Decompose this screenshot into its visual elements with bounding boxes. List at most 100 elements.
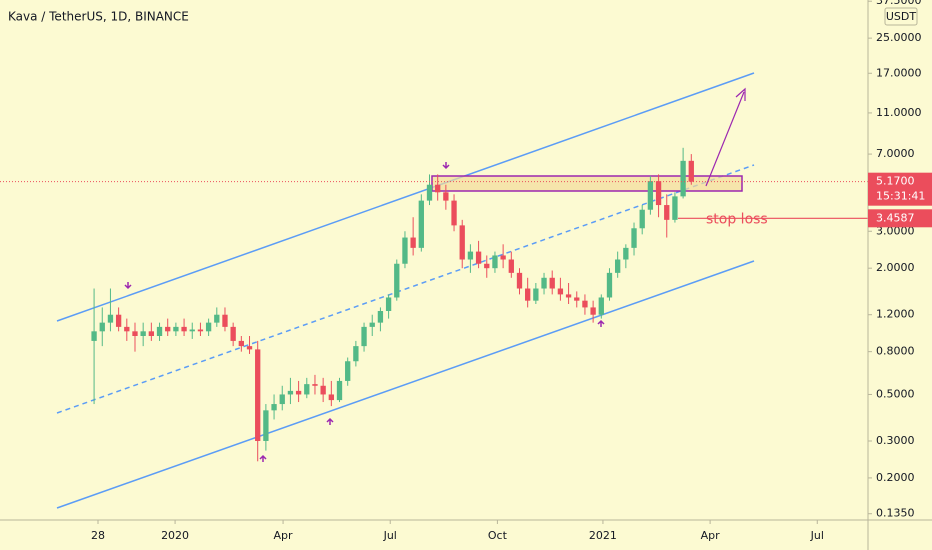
- candle-body: [230, 326, 236, 341]
- stop-loss-text: stop loss: [706, 211, 768, 227]
- y-tick-label: 11.0000: [876, 106, 922, 119]
- candle-body: [99, 322, 105, 332]
- y-tick-label: 2.0000: [876, 261, 915, 274]
- x-tick-label: Jul: [383, 529, 397, 542]
- candle-body: [377, 310, 384, 323]
- candle-body: [647, 181, 654, 210]
- candle-body: [361, 326, 367, 347]
- candle-body: [565, 294, 572, 298]
- candle-body: [541, 277, 547, 289]
- x-tick-label: 2021: [589, 529, 617, 542]
- candles: [91, 147, 694, 462]
- channel-top: [56, 72, 755, 322]
- arrow-marker: [442, 162, 450, 170]
- target-arrow: [705, 91, 745, 187]
- candle-body: [484, 263, 490, 269]
- candle-body: [246, 346, 253, 350]
- candle-body: [500, 255, 506, 260]
- candle-body: [222, 314, 228, 327]
- y-tick-label: 37.5000: [876, 0, 922, 7]
- candle-body: [295, 390, 302, 395]
- candle-body: [304, 384, 310, 395]
- x-tick-label: 2020: [161, 529, 189, 542]
- candle-body: [451, 200, 457, 226]
- y-tick-label: 3.0000: [876, 224, 915, 237]
- candle-body: [263, 410, 269, 441]
- chart-title: Kava / TetherUS, 1D, BINANCE: [8, 10, 189, 24]
- candle-body: [165, 326, 171, 332]
- channel-bottom: [56, 260, 755, 509]
- overlay: stop loss: [0, 181, 868, 227]
- candle-body: [623, 247, 629, 260]
- candle-body: [516, 272, 523, 289]
- candle-body: [639, 209, 645, 229]
- channel-middle: [56, 164, 755, 414]
- candle-body: [312, 384, 318, 386]
- x-tick-label: Jul: [810, 529, 824, 542]
- candle-body: [418, 200, 424, 248]
- last-price-badge: [868, 172, 932, 206]
- x-tick-label: Apr: [274, 529, 294, 542]
- candle-body: [156, 326, 163, 336]
- y-tick-label: 0.8000: [876, 345, 915, 358]
- resistance-zone: [431, 175, 743, 192]
- candle-body: [664, 205, 670, 220]
- candle-body: [426, 184, 433, 201]
- arrow-marker: [259, 454, 267, 462]
- candle-body: [590, 307, 596, 315]
- candle-body: [132, 331, 138, 336]
- y-tick-label: 0.1350: [876, 507, 915, 520]
- candle-body: [320, 385, 326, 395]
- countdown-label: 15:31:41: [876, 190, 925, 203]
- candle-body: [402, 237, 408, 264]
- stop-loss-label: 3.4587: [876, 211, 915, 224]
- stop-loss-badge: [868, 209, 932, 228]
- candle-body: [271, 404, 277, 411]
- candle-body: [688, 160, 694, 182]
- y-tick-label: 1.2000: [876, 308, 915, 321]
- candle-body: [385, 297, 392, 311]
- candle-body: [598, 297, 604, 315]
- candle-body: [672, 196, 678, 220]
- candle-body: [214, 314, 220, 323]
- candle-body: [140, 331, 146, 336]
- target-arrow-head: [735, 87, 746, 101]
- candle-body: [287, 390, 294, 395]
- currency-box: [884, 7, 918, 26]
- candle-body: [533, 288, 539, 301]
- drawings: [56, 72, 755, 509]
- y-tick-label: 0.2000: [876, 471, 915, 484]
- candle-body: [115, 314, 122, 327]
- candle-body: [475, 251, 482, 264]
- y-tick-label: 0.5000: [876, 387, 915, 400]
- x-tick-label: Apr: [701, 529, 721, 542]
- y-tick-label: 0.3000: [876, 434, 915, 447]
- candle-body: [279, 394, 285, 405]
- arrow-marker: [326, 417, 334, 425]
- candle-body: [443, 192, 449, 201]
- candle-body: [336, 380, 343, 401]
- candle-body: [197, 329, 204, 332]
- candle-body: [328, 394, 334, 401]
- candle-body: [631, 228, 637, 248]
- candle-body: [582, 300, 588, 308]
- candle-body: [549, 277, 555, 289]
- candle-body: [525, 288, 531, 301]
- candle-body: [410, 237, 416, 248]
- candle-body: [107, 314, 114, 323]
- y-tick-label: 25.0000: [876, 31, 922, 44]
- candle-body: [91, 331, 97, 341]
- candle-body: [557, 288, 564, 295]
- candle-body: [655, 181, 662, 206]
- candle-body: [353, 346, 359, 362]
- candle-body: [394, 263, 400, 298]
- candle-body: [467, 251, 474, 260]
- axes: 37.5000 25.0000 17.0000 11.0000 7.0000 3.0000…: [91, 0, 932, 542]
- candle-body: [189, 329, 195, 332]
- candle-body: [606, 272, 613, 298]
- candle-body: [574, 297, 580, 301]
- candle-body: [148, 331, 155, 336]
- candle-body: [173, 326, 179, 332]
